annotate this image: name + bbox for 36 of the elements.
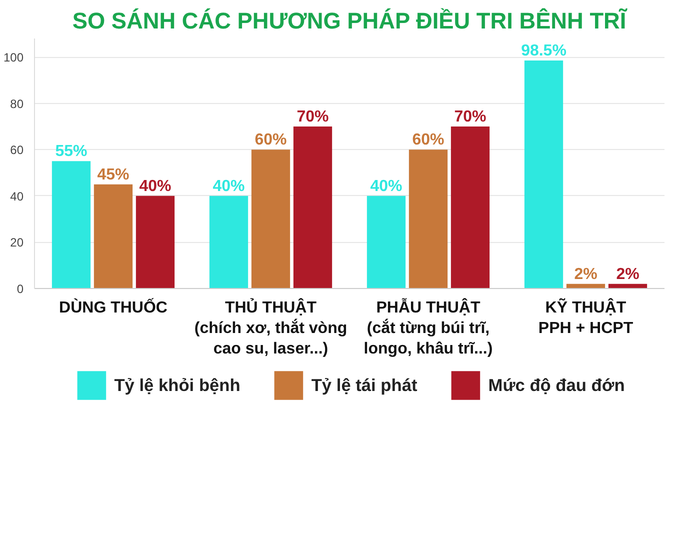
chart-title: SO SÁNH CÁC PHƯƠNG PHÁP ĐIỀU TRI BÊNH TRĨ (72, 8, 628, 34)
legend-label: Tỷ lệ khỏi bệnh (114, 374, 240, 396)
bar (408, 150, 448, 288)
y-tick-label: 0 (16, 282, 24, 296)
x-tick-label: THỦ THUẬT (chích xơ, thắt vòng cao su, laser...) (194, 298, 348, 358)
y-tick-label: 40 (10, 189, 24, 204)
y-tick-label: 100 (3, 50, 24, 65)
bar (251, 150, 290, 288)
bar (52, 161, 91, 288)
x-tick-label: KỸ THUẬT PPH + HCPT (538, 298, 634, 337)
data-label: 40% (139, 178, 172, 195)
data-label: 70% (454, 108, 486, 126)
data-label: 60% (254, 132, 287, 149)
bar (524, 60, 564, 288)
bar (293, 126, 332, 288)
x-tick-label: DÙNG THUỐC (59, 298, 168, 316)
y-tick-label: 80 (10, 96, 24, 111)
data-label: 98.5% (521, 42, 566, 60)
legend-label: Tỷ lệ tái phát (311, 374, 418, 396)
x-tick-label: PHẪU THUẬT (cắt từng búi trĩ, longo, khâu trĩ...) (364, 298, 493, 358)
data-label: 70% (296, 108, 329, 126)
bar (136, 196, 175, 288)
bar (450, 126, 490, 288)
data-label: 40% (212, 178, 245, 195)
data-label: 2% (574, 266, 598, 283)
data-label: 2% (616, 266, 640, 283)
data-label: 55% (55, 143, 88, 160)
y-tick-label: 60 (10, 143, 24, 158)
bar (209, 196, 248, 288)
y-tick-label: 20 (10, 236, 24, 250)
data-label: 45% (97, 166, 130, 184)
bar (366, 196, 406, 288)
data-label: 40% (370, 178, 402, 195)
bar (94, 184, 133, 288)
legend-label: Mức độ đau đớn (488, 374, 625, 396)
data-label: 60% (412, 132, 444, 149)
